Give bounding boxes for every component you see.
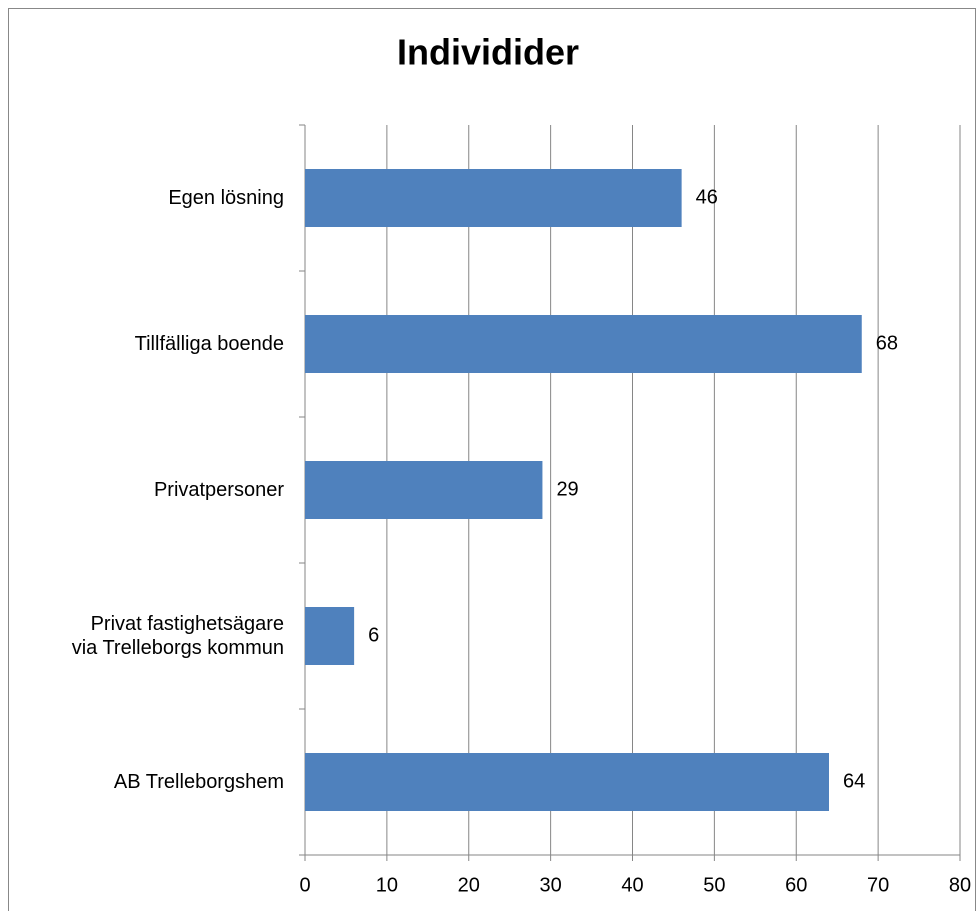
x-tick-label: 70 — [867, 874, 889, 896]
data-label: 64 — [843, 770, 865, 792]
bar — [305, 315, 862, 373]
bar — [305, 753, 829, 811]
x-tick-label: 20 — [458, 874, 480, 896]
data-label: 6 — [368, 624, 379, 646]
y-tick-label: Privatpersoner — [153, 479, 284, 501]
x-tick-label: 60 — [785, 874, 807, 896]
x-tick-label: 40 — [621, 874, 643, 896]
y-tick-label: Privat fastighetsägare via Trelleborgs k… — [71, 613, 284, 659]
x-tick-label: 10 — [376, 874, 398, 896]
data-label: 29 — [556, 478, 578, 500]
chart-frame — [8, 8, 976, 911]
y-tick-label: Egen lösning — [168, 187, 284, 209]
bar — [305, 607, 355, 665]
data-label: 68 — [876, 332, 898, 354]
x-tick-label: 0 — [299, 874, 310, 896]
x-tick-label: 80 — [949, 874, 971, 896]
bar — [305, 169, 682, 227]
chart-title: Individider — [397, 32, 579, 73]
bar — [305, 461, 543, 519]
x-tick-label: 30 — [540, 874, 562, 896]
y-tick-label: AB Trelleborgshem — [113, 771, 284, 793]
data-label: 46 — [696, 186, 718, 208]
y-tick-label: Tillfälliga boende — [134, 333, 284, 355]
x-tick-label: 50 — [703, 874, 725, 896]
